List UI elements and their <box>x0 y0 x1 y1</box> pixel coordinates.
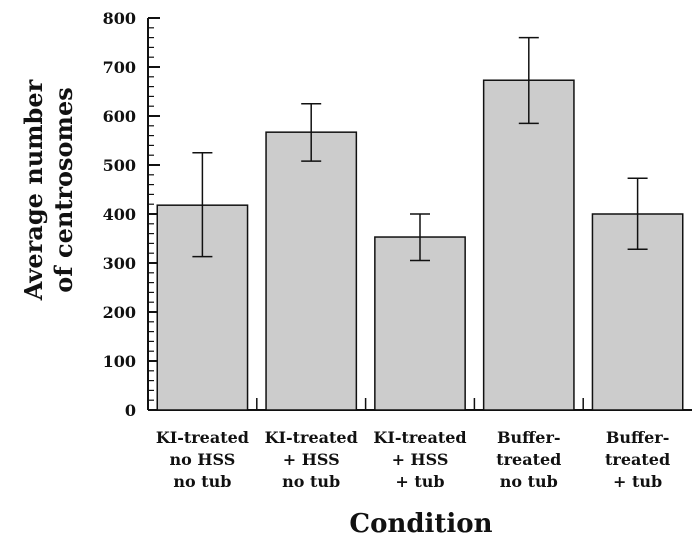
x-tick-label: Buffer- <box>497 428 561 447</box>
x-tick-label: no tub <box>173 472 231 491</box>
y-tick-label: 600 <box>103 107 136 126</box>
x-tick-label: KI-treated <box>265 428 358 447</box>
y-axis-title-line-1: Average number <box>19 79 48 301</box>
plot-area: 0 100 200 300 400 500 600 700 800 KI-treated no HS… <box>103 9 692 491</box>
y-axis-title: Average number of centrosomes <box>19 79 78 301</box>
y-tick-label: 400 <box>103 205 136 224</box>
x-tick-label: no tub <box>282 472 340 491</box>
x-tick-label: no tub <box>500 472 558 491</box>
x-tick-label: treated <box>605 450 670 469</box>
x-axis-title: Condition <box>349 509 492 537</box>
x-tick-label: Buffer- <box>606 428 670 447</box>
y-tick-label: 300 <box>103 254 136 273</box>
x-tick-label: + HSS <box>283 450 340 469</box>
y-tick-label: 0 <box>125 401 136 420</box>
x-tick-label: + HSS <box>392 450 449 469</box>
y-tick-label: 100 <box>103 352 136 371</box>
y-axis-title-line-2: of centrosomes <box>49 87 78 292</box>
x-tick-label: + tub <box>613 472 662 491</box>
x-tick-label: KI-treated <box>156 428 249 447</box>
x-tick-label: no HSS <box>170 450 236 469</box>
x-tick-label: treated <box>496 450 561 469</box>
y-tick-label: 500 <box>103 156 136 175</box>
y-tick-label: 800 <box>103 9 136 28</box>
x-tick-label: + tub <box>395 472 444 491</box>
x-tick-label: KI-treated <box>373 428 466 447</box>
bar <box>265 131 358 411</box>
svg-text:Average number: Average number <box>19 79 48 301</box>
bar <box>374 236 466 411</box>
svg-text:of centrosomes: of centrosomes <box>49 87 78 292</box>
bar <box>482 79 575 411</box>
y-tick-label: 200 <box>103 303 136 322</box>
y-tick-label: 700 <box>103 58 136 77</box>
